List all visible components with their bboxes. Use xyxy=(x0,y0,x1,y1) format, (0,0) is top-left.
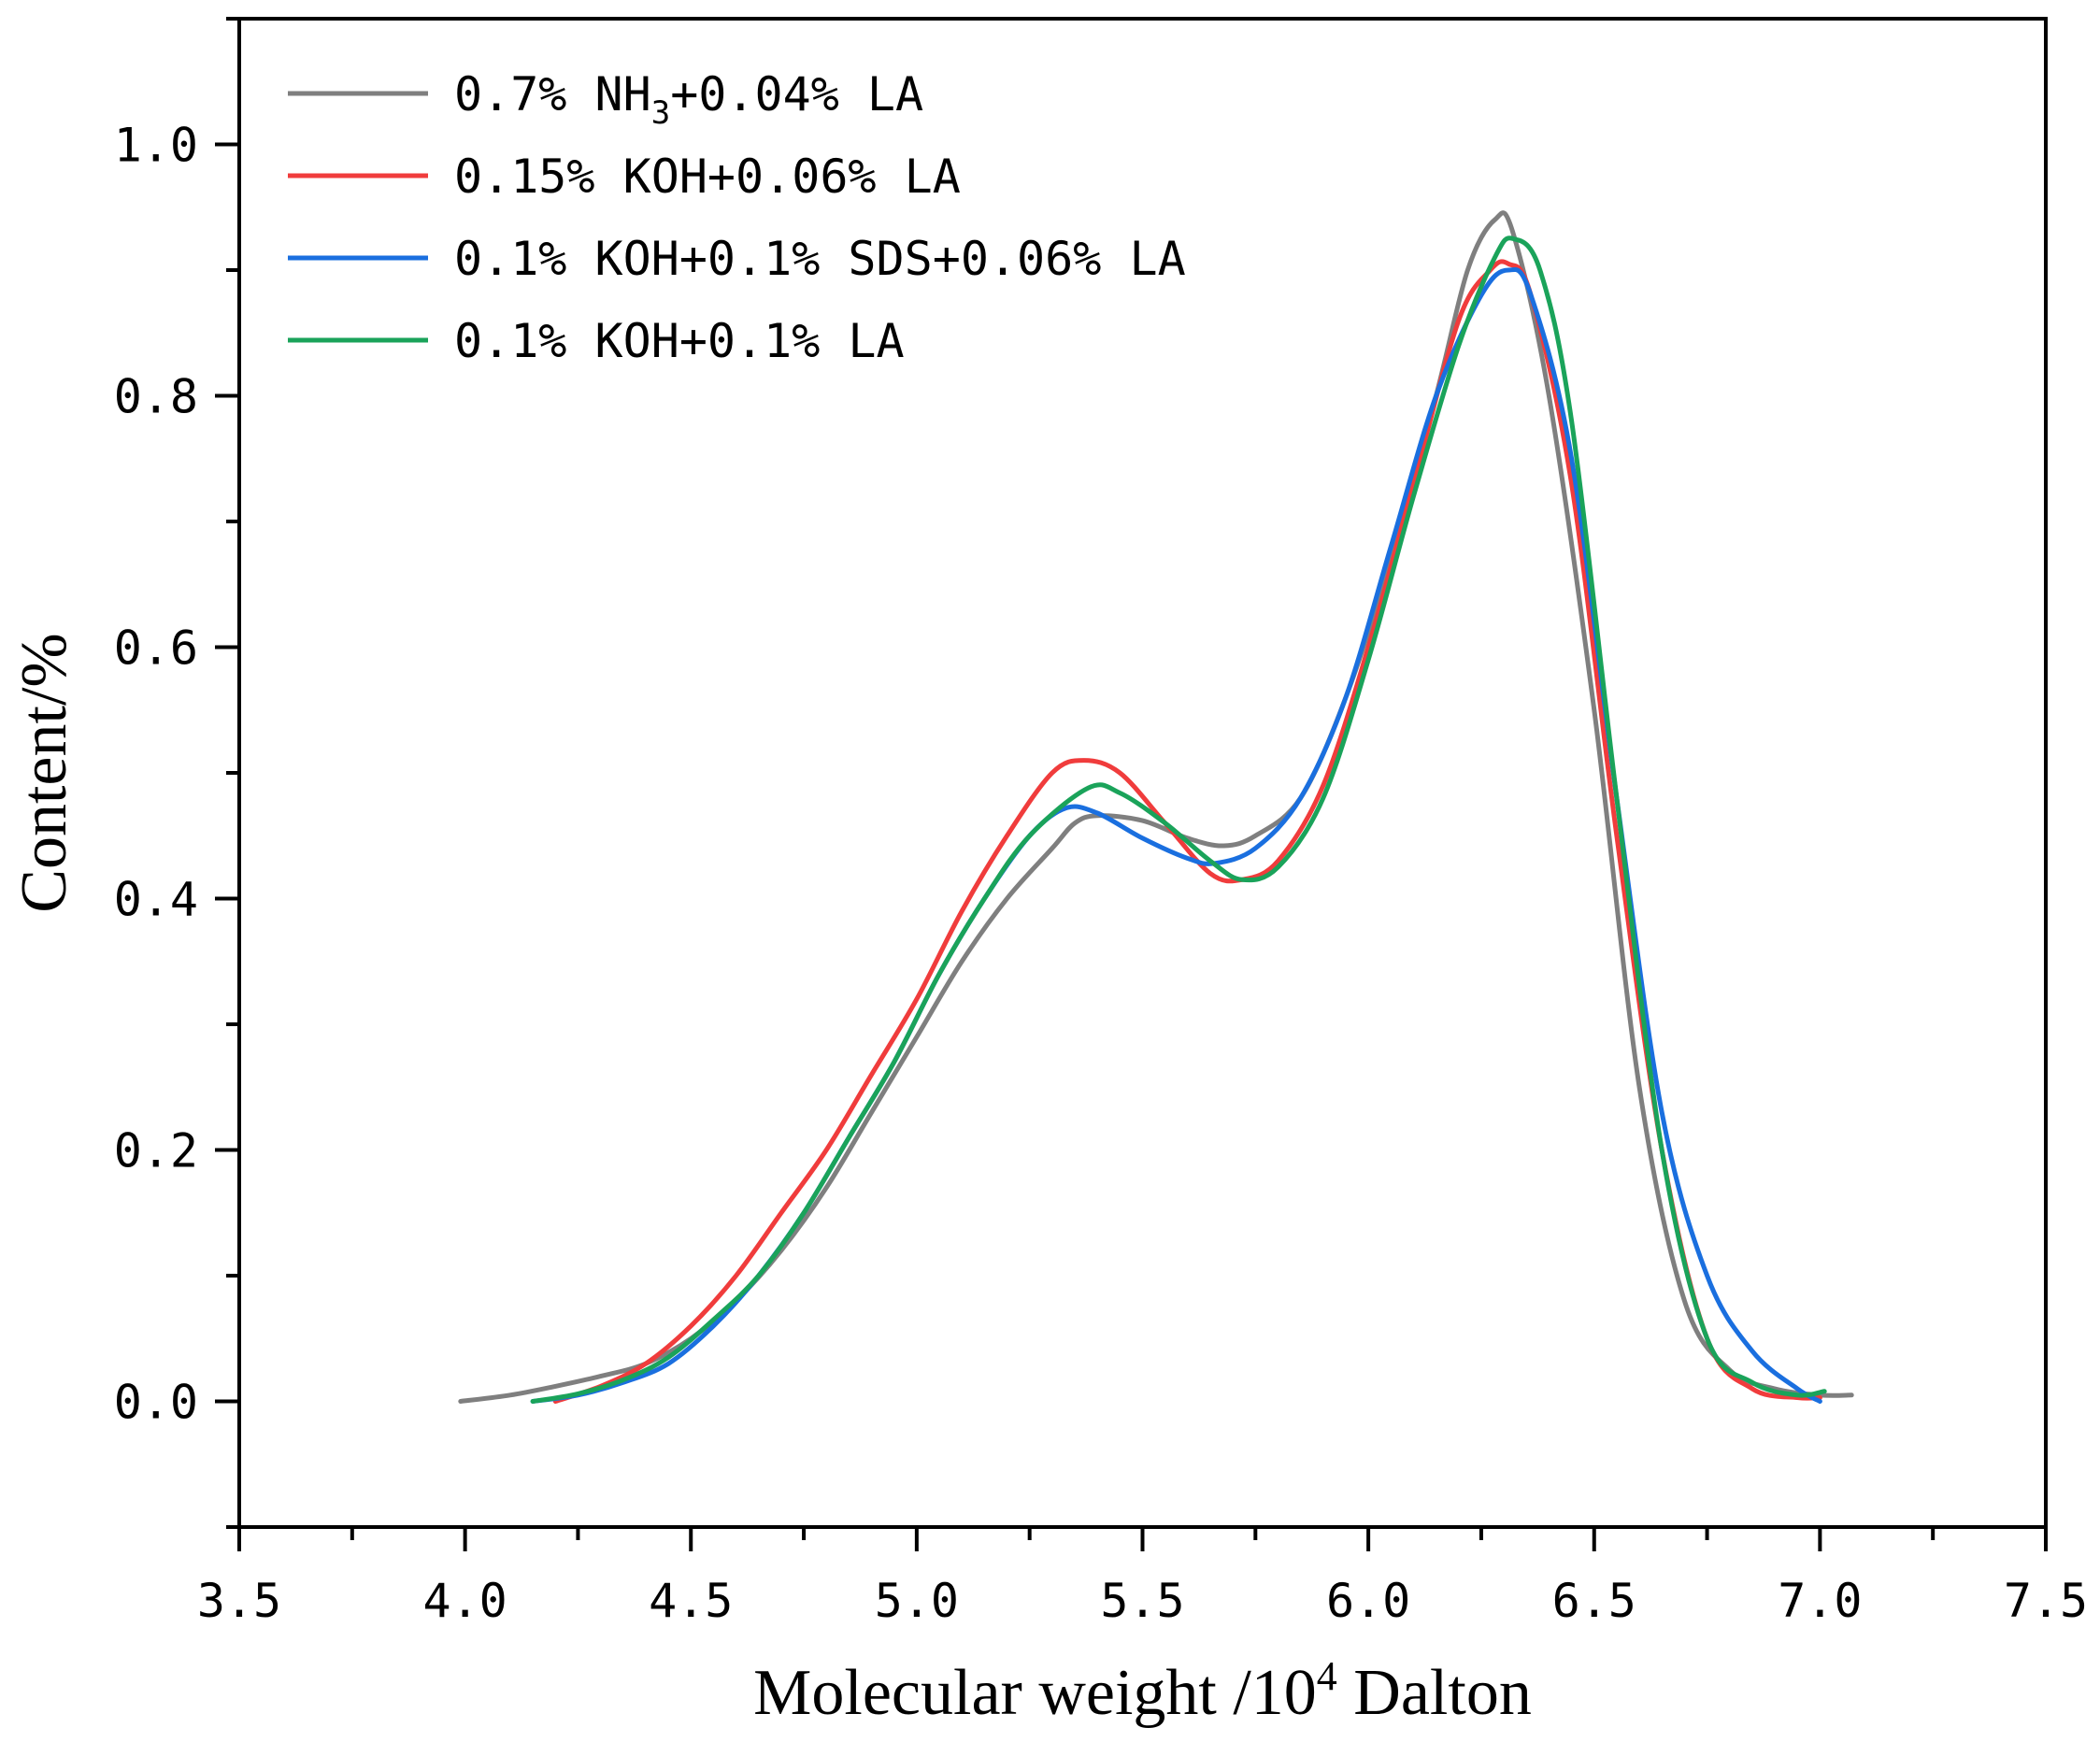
tick-layer: 3.5 4.0 4.5 5.0 5.5 6.0 6.5 7.0 7.5 0.0 0.2 0.4 0.6 0… xyxy=(114,17,2088,1628)
legend-label: 0.1% KOH+0.1% SDS+0.06% LA xyxy=(454,232,1186,286)
y-tick-label: 0.4 xyxy=(114,873,198,927)
x-tick-label: 5.0 xyxy=(875,1574,959,1628)
x-tick-label: 5.5 xyxy=(1100,1574,1184,1628)
y-tick-label: 0.2 xyxy=(114,1124,198,1178)
legend-label: 0.7% NH3+0.04% LA xyxy=(454,67,923,132)
x-tick-label: 6.0 xyxy=(1326,1574,1410,1628)
y-tick-label: 0.8 xyxy=(114,370,198,424)
series-line-4 xyxy=(530,236,1827,1404)
x-tick-label: 6.5 xyxy=(1552,1574,1636,1628)
legend-item-1: 0.7% NH3+0.04% LA xyxy=(288,67,923,132)
x-tick-label: 3.5 xyxy=(197,1574,281,1628)
x-tick-label: 7.5 xyxy=(2004,1574,2088,1628)
x-tick-label: 7.0 xyxy=(1778,1574,1862,1628)
series-line-2 xyxy=(552,259,1822,1404)
legend-label: 0.1% KOH+0.1% LA xyxy=(454,314,905,368)
legend-item-2: 0.15% KOH+0.06% LA xyxy=(288,150,961,204)
legend-item-3: 0.1% KOH+0.1% SDS+0.06% LA xyxy=(288,232,1186,286)
x-tick-label: 4.0 xyxy=(422,1574,507,1628)
legend: 0.7% NH3+0.04% LA 0.15% KOH+0.06% LA 0.1% … xyxy=(288,67,1186,368)
y-axis-title: Content/% xyxy=(8,633,80,912)
y-tick-label: 0.6 xyxy=(114,621,198,676)
y-tick-label: 1.0 xyxy=(114,119,198,173)
y-tick-label: 0.0 xyxy=(114,1376,198,1430)
series-layer xyxy=(458,210,1854,1404)
legend-item-4: 0.1% KOH+0.1% LA xyxy=(288,314,905,368)
x-axis-title: Molecular weight /104 Dalton xyxy=(753,1653,1532,1729)
x-tick-label: 4.5 xyxy=(649,1574,733,1628)
legend-label: 0.15% KOH+0.06% LA xyxy=(454,150,961,204)
